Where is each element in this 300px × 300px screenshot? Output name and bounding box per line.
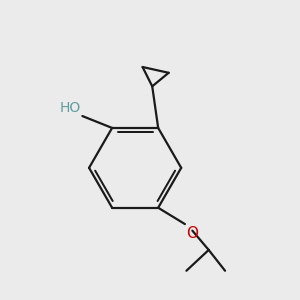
Text: O: O <box>186 226 198 241</box>
Text: HO: HO <box>60 100 81 115</box>
